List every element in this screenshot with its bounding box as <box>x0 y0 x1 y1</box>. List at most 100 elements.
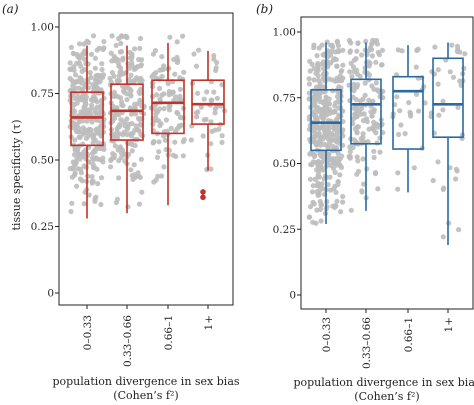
panel-a-box <box>191 79 225 125</box>
panel-b-data-point <box>371 127 377 133</box>
panel-a-y-tick-label: 1.00 <box>31 22 54 34</box>
panel-a-data-point <box>136 201 143 207</box>
panel-b-label: (b) <box>256 2 273 16</box>
panel-b-data-point <box>335 179 341 185</box>
panel-b-data-point <box>430 177 436 184</box>
panel-b-data-point <box>318 218 324 224</box>
panel-a-data-point <box>101 39 107 45</box>
panel-a-data-point <box>77 75 83 81</box>
panel-a-data-point <box>108 50 114 56</box>
panel-a-plot-frame <box>58 12 234 306</box>
panel-b-data-point <box>378 62 385 68</box>
panel-a-data-point <box>117 69 123 75</box>
panel-a-data-point <box>74 155 80 161</box>
panel-a-data-point <box>208 119 214 125</box>
panel-a-data-point <box>167 34 173 40</box>
panel-a-data-point <box>89 119 95 125</box>
panel-b-data-point <box>355 82 361 88</box>
panel-a-data-point <box>111 155 117 161</box>
panel-b-data-point <box>355 158 361 164</box>
panel-a-data-point <box>88 127 94 133</box>
panel-a-data-point <box>133 123 139 129</box>
panel-b-data-point <box>429 69 435 75</box>
panel-a-box <box>151 79 185 135</box>
panel-a-data-point <box>211 89 217 95</box>
panel-a-data-point <box>128 133 135 139</box>
panel-b-data-point <box>310 183 316 189</box>
panel-a-outlier-point <box>200 189 206 195</box>
panel-a-data-point <box>81 163 87 169</box>
panel-b-x-axis-title-line2: (Cohen’s f²) <box>354 390 419 403</box>
panel-a-data-point <box>96 140 102 146</box>
panel-b-data-point <box>308 161 314 168</box>
panel-b-data-point <box>354 67 360 73</box>
panel-a-data-point <box>138 131 144 138</box>
panel-b-data-point <box>455 104 461 110</box>
panel-b-data-point <box>347 155 353 161</box>
panel-a-data-point <box>157 85 163 92</box>
panel-b-y-tick-label: 0 <box>289 290 296 302</box>
panel-a-data-point <box>67 60 73 66</box>
panel-a-data-point <box>208 166 214 172</box>
panel-a-data-point <box>83 101 89 107</box>
panel-a-x-tick-label: 0–0.33 <box>82 315 94 350</box>
panel-b-data-point <box>311 77 317 83</box>
panel-b-box <box>392 75 424 150</box>
panel-a-data-point <box>109 58 115 64</box>
panel-b-data-point <box>332 169 338 175</box>
panel-a-data-point <box>152 48 158 54</box>
panel-a-data-point <box>209 97 215 103</box>
panel-b-data-point <box>370 98 376 104</box>
panel-b-data-point <box>339 68 345 74</box>
panel-a-data-point <box>113 42 119 49</box>
panel-b-data-point <box>335 47 342 53</box>
panel-b-data-point <box>324 131 330 137</box>
panel-b-data-point <box>350 145 356 151</box>
panel-b-data-point <box>432 44 438 50</box>
panel-b-data-point <box>354 48 360 54</box>
panel-a-data-point <box>129 142 135 148</box>
panel-a-y-tick-label: 0.75 <box>31 88 54 100</box>
panel-a-data-point <box>138 63 144 69</box>
panel-a-data-point <box>71 67 77 73</box>
panel-a-data-point <box>124 97 130 103</box>
panel-a-data-point <box>181 137 187 143</box>
panel-b-data-point <box>369 83 375 89</box>
panel-b-data-point <box>373 80 379 86</box>
panel-b-y-tick-label: 0.50 <box>273 158 296 170</box>
panel-b-data-point <box>349 73 355 79</box>
panel-b-data-point <box>367 45 373 51</box>
panel-b-data-point <box>306 76 312 82</box>
panel-a-data-point <box>120 55 126 61</box>
panel-b-data-point <box>318 202 324 208</box>
panel-a-data-point <box>154 154 161 160</box>
panel-b: (b) 0 0.25 0.50 0.75 1.00 0–0.33 0.33–0.66 0.66… <box>256 2 474 403</box>
panel-a-data-point <box>99 145 105 151</box>
panel-a-data-point <box>94 104 100 110</box>
panel-a-data-point <box>128 111 135 117</box>
panel-b-data-point <box>317 151 323 157</box>
panel-b-data-point <box>355 40 361 46</box>
panel-a-data-point <box>137 45 143 52</box>
panel-a-data-point <box>204 89 210 95</box>
panel-b-y-tick-label: 0.25 <box>273 224 296 236</box>
panel-a-data-point <box>101 45 107 51</box>
panel-b-data-point <box>369 113 375 119</box>
panel-b-data-point <box>322 141 328 148</box>
panel-a-data-point <box>194 114 200 120</box>
panel-a-data-point <box>68 44 74 50</box>
panel-a-data-point <box>119 147 126 153</box>
panel-b-data-point <box>315 191 321 197</box>
panel-a-data-point <box>129 148 135 154</box>
panel-a-data-point <box>81 41 87 47</box>
panel-a-data-point <box>114 126 120 132</box>
panel-a-data-point <box>181 69 187 75</box>
panel-a-data-point <box>219 139 225 145</box>
panel-a-data-point <box>92 65 98 71</box>
panel-a-data-point <box>93 81 99 87</box>
panel-a-label: (a) <box>2 2 19 16</box>
panel-b-data-point <box>334 75 340 81</box>
panel-b-data-point <box>334 198 340 204</box>
panel-a-data-point <box>119 102 125 108</box>
panel-a-data-point <box>68 208 74 215</box>
